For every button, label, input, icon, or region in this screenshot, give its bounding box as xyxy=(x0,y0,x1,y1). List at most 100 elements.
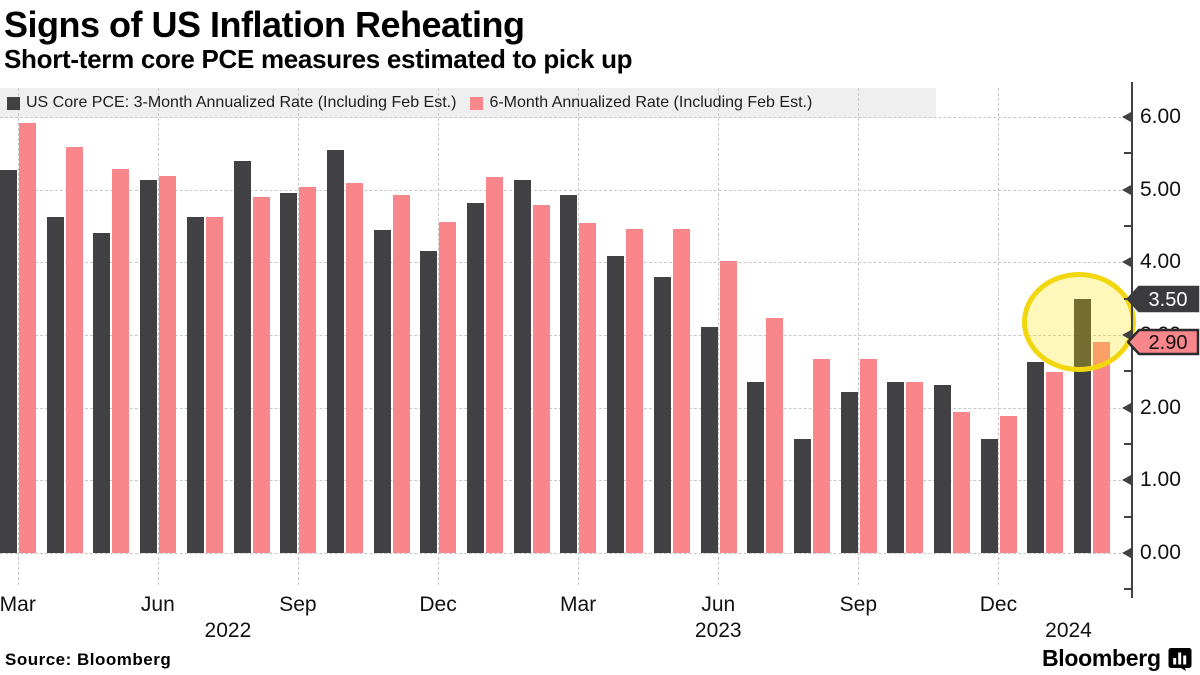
chart-subtitle: Short-term core PCE measures estimated t… xyxy=(4,44,633,74)
x-axis-year-label-2024: 2024 xyxy=(1045,619,1092,642)
value-callout-2.90: 2.90 xyxy=(1126,328,1200,362)
bar-3m-feb-2023 xyxy=(513,180,531,553)
bar-3m-oct-2023 xyxy=(887,382,905,553)
y-axis-major-tick-2.00 xyxy=(1122,402,1131,413)
bar-6m-apr-2023 xyxy=(626,228,644,553)
gridline-h-5.00 xyxy=(0,189,1131,191)
y-axis-label-0.00: 0.00 xyxy=(1140,541,1181,564)
bar-6m-feb-2024 xyxy=(1093,342,1111,553)
legend-item-6-month: 6-Month Annualized Rate (Including Feb E… xyxy=(470,94,812,112)
gridline-v-Dec-21 xyxy=(998,88,1000,585)
bar-6m-sep-2023 xyxy=(859,358,877,553)
bar-6m-sep-2022 xyxy=(299,187,317,553)
y-axis-major-tick-1.00 xyxy=(1122,475,1131,486)
x-axis-label-Jun-3: Jun xyxy=(140,593,175,616)
bar-3m-jul-2022 xyxy=(186,217,204,553)
legend-swatch-6-month-icon xyxy=(470,96,484,110)
legend-label-3-month: US Core PCE: 3-Month Annualized Rate (In… xyxy=(26,94,457,111)
legend-label-6-month: 6-Month Annualized Rate (Including Feb E… xyxy=(489,94,813,111)
x-axis-label-Dec-21: Dec xyxy=(979,593,1018,616)
x-axis-label-Dec-9: Dec xyxy=(419,593,457,616)
y-axis-minor-tick xyxy=(1124,152,1131,155)
gridline-v-Sep-6 xyxy=(297,88,299,585)
bar-3m-nov-2022 xyxy=(373,229,391,553)
highlight-ellipse xyxy=(1022,272,1136,372)
y-axis-major-tick-3.00 xyxy=(1122,329,1131,340)
gridline-v-Dec-9 xyxy=(438,88,440,585)
x-axis-label-Mar-0: Mar xyxy=(0,593,36,616)
y-axis-label-1.00: 1.00 xyxy=(1140,468,1181,492)
bar-6m-jul-2023 xyxy=(766,318,784,553)
bar-3m-jun-2022 xyxy=(140,180,158,553)
y-axis-major-tick-4.00 xyxy=(1122,257,1131,268)
bar-6m-dec-2023 xyxy=(999,416,1017,553)
gridline-v-Jun-3 xyxy=(157,88,159,585)
legend-strip-background xyxy=(0,88,936,118)
bar-3m-sep-2023 xyxy=(840,391,858,553)
bar-3m-apr-2023 xyxy=(607,255,625,553)
x-axis-year-label-2022: 2022 xyxy=(204,619,252,642)
bar-6m-feb-2023 xyxy=(532,204,550,553)
bar-3m-may-2023 xyxy=(653,276,671,553)
bar-6m-apr-2022 xyxy=(65,146,83,553)
bar-6m-jul-2022 xyxy=(205,217,223,553)
x-axis-label-Sep-18: Sep xyxy=(839,593,878,616)
bar-3m-dec-2023 xyxy=(980,438,998,553)
bar-6m-dec-2022 xyxy=(439,222,457,553)
bar-3m-jul-2023 xyxy=(747,382,765,553)
bar-6m-jun-2023 xyxy=(719,260,737,553)
gridline-v-Mar-12 xyxy=(578,88,580,585)
legend-item-3-month: US Core PCE: 3-Month Annualized Rate (In… xyxy=(7,94,456,112)
bar-3m-dec-2022 xyxy=(420,251,438,553)
legend-swatch-3-month-icon xyxy=(7,96,20,110)
x-axis-label-Mar-12: Mar xyxy=(560,593,597,616)
bar-6m-oct-2023 xyxy=(906,382,924,553)
gridline-h-0.00 xyxy=(0,553,1131,554)
y-axis-label-4.00: 4.00 xyxy=(1140,250,1181,274)
bar-3m-aug-2023 xyxy=(793,438,811,553)
bar-6m-may-2022 xyxy=(112,169,130,553)
y-axis-major-tick-0.00 xyxy=(1122,548,1131,558)
bar-3m-jan-2024 xyxy=(1027,361,1045,553)
y-axis-major-tick-5.00 xyxy=(1122,184,1131,195)
y-axis-minor-tick xyxy=(1124,370,1131,373)
bar-6m-jan-2023 xyxy=(486,177,503,553)
bar-3m-mar-2023 xyxy=(560,194,578,553)
bar-3m-mar-2022 xyxy=(0,170,17,553)
bar-3m-aug-2022 xyxy=(233,161,251,553)
bar-6m-jun-2022 xyxy=(159,175,177,553)
bar-6m-nov-2023 xyxy=(953,412,970,553)
gridline-v-Sep-18 xyxy=(858,88,860,585)
source-credit: Source: Bloomberg xyxy=(5,650,172,669)
bar-3m-jan-2023 xyxy=(467,203,484,553)
gridline-v-Mar-0 xyxy=(17,88,19,585)
callout-value-text: 2.90 xyxy=(1149,332,1188,354)
bar-3m-apr-2022 xyxy=(46,216,64,553)
gridline-v-Jun-15 xyxy=(718,88,720,585)
bar-3m-jun-2023 xyxy=(700,326,718,553)
bloomberg-logo: Bloomberg xyxy=(1042,645,1192,672)
legend: US Core PCE: 3-Month Annualized Rate (In… xyxy=(7,88,812,118)
y-axis-major-tick-6.00 xyxy=(1122,111,1131,122)
bar-6m-oct-2022 xyxy=(345,183,363,553)
bar-6m-aug-2023 xyxy=(812,358,830,553)
bar-6m-may-2023 xyxy=(672,228,690,553)
y-axis-label-2.00: 2.00 xyxy=(1140,395,1181,419)
bar-3m-sep-2022 xyxy=(280,193,298,553)
bloomberg-wordmark: Bloomberg xyxy=(1042,645,1161,671)
callout-value-text: 3.50 xyxy=(1149,289,1188,311)
value-callout-3.50: 3.50 xyxy=(1126,285,1200,319)
y-axis-minor-tick xyxy=(1124,588,1131,591)
bloomberg-bars-bubble-icon xyxy=(1168,647,1192,671)
bar-3m-nov-2023 xyxy=(934,385,951,553)
y-axis-minor-tick xyxy=(1124,515,1131,518)
x-axis-label-Sep-6: Sep xyxy=(279,593,317,616)
y-axis-label-5.00: 5.00 xyxy=(1140,177,1181,201)
bar-3m-oct-2022 xyxy=(326,149,344,553)
bar-6m-jan-2024 xyxy=(1046,372,1064,553)
y-axis-label-6.00: 6.00 xyxy=(1140,104,1181,128)
bar-6m-mar-2023 xyxy=(579,223,597,553)
bar-3m-may-2022 xyxy=(93,232,111,553)
bar-6m-aug-2022 xyxy=(252,196,270,553)
